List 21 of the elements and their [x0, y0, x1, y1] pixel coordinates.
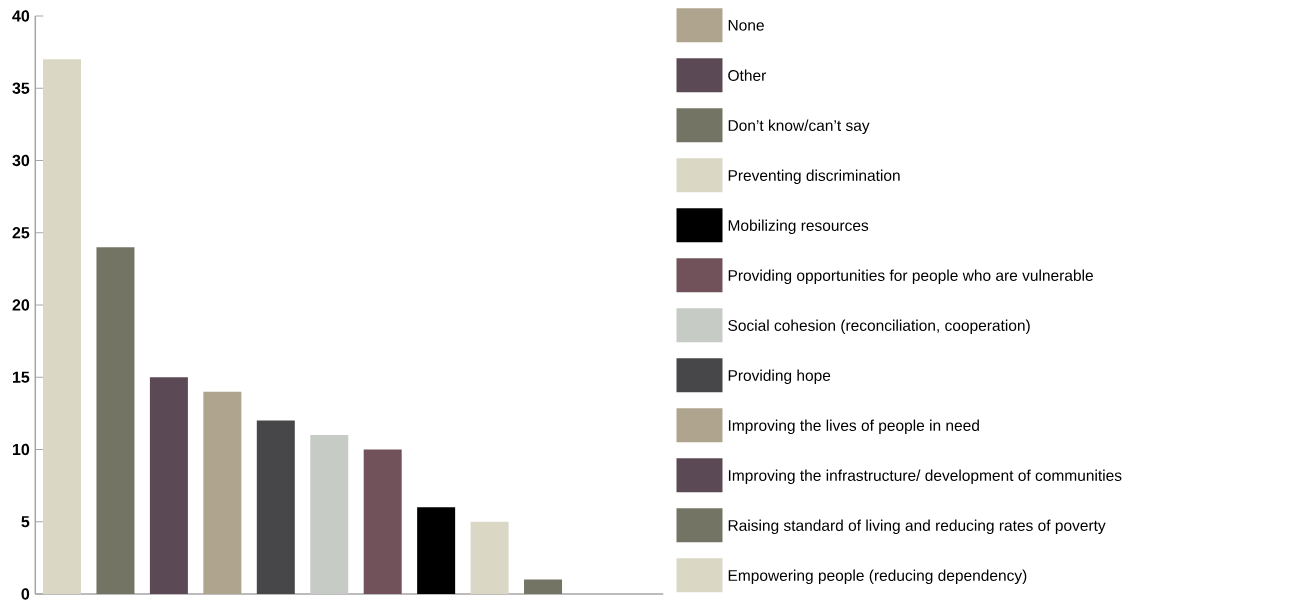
legend-label: Empowering people (reducing dependency) [728, 569, 1027, 585]
y-tick-label: 35 [12, 82, 30, 94]
legend-label: Raising standard of living and reducing rates of poverty [728, 519, 1106, 535]
y-tick-label: 30 [12, 154, 30, 167]
legend-label: Providing hope [728, 369, 831, 385]
y-tick-label: 40 [12, 10, 30, 22]
legend-label: Improving the infrastructure/ development of communities [728, 469, 1122, 485]
legend-label: Social cohesion (reconciliation, cooperation) [728, 319, 1030, 335]
legend-label: None [728, 19, 764, 31]
y-tick-label: 10 [12, 443, 30, 456]
legend-label: Preventing discrimination [728, 169, 900, 185]
legend-label: Mobilizing resources [728, 219, 869, 235]
y-tick-label: 5 [21, 516, 30, 528]
legend-label: Providing opportunities for people who are vulnerable [728, 269, 1093, 285]
y-tick-label: 25 [12, 227, 30, 239]
y-tick-label: 0 [21, 588, 30, 600]
y-tick-label: 15 [12, 371, 30, 383]
legend-label: Improving the lives of people in need [728, 419, 979, 435]
legend-label: Other [728, 69, 767, 81]
y-tick-label: 20 [12, 299, 30, 311]
legend-label: Don’t know/can’t say [728, 119, 870, 135]
